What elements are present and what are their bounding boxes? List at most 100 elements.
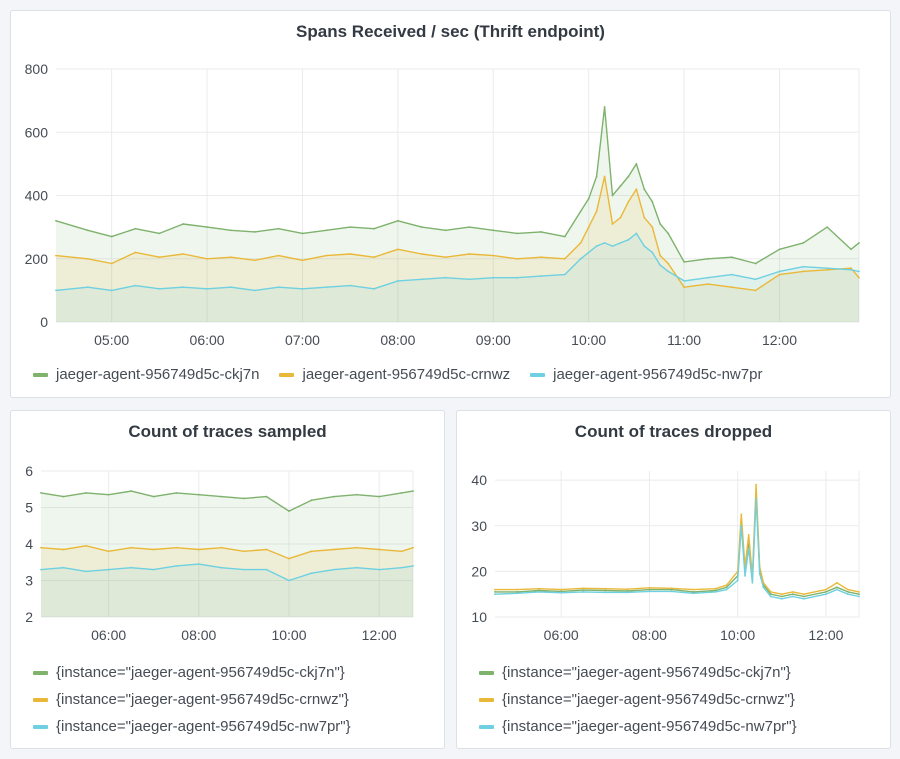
- data-point: [619, 242, 622, 244]
- data-point: [627, 200, 630, 203]
- data-point: [619, 185, 622, 187]
- legend-label: jaeger-agent-956749d5c-crnwz: [302, 366, 511, 383]
- data-point: [791, 595, 794, 598]
- data-point: [563, 273, 566, 276]
- data-point: [667, 262, 670, 265]
- data-point: [730, 273, 733, 276]
- data-point: [243, 568, 245, 571]
- data-point: [858, 242, 860, 244]
- data-point: [85, 570, 87, 573]
- legend-swatch: [33, 670, 48, 675]
- legend-item-nw7pr[interactable]: jaeger-agent-956749d5c-nw7pr: [530, 366, 762, 383]
- data-point: [516, 591, 518, 593]
- data-point: [603, 106, 606, 108]
- data-point: [626, 591, 629, 594]
- data-point: [355, 566, 358, 569]
- series-area: [41, 545, 413, 617]
- data-point: [603, 175, 606, 178]
- data-point: [325, 286, 328, 289]
- data-point: [206, 287, 209, 290]
- data-point: [40, 546, 42, 549]
- data-point: [540, 231, 542, 233]
- data-point: [107, 493, 110, 496]
- data-point: [560, 590, 563, 593]
- data-point: [643, 188, 646, 191]
- data-point: [754, 289, 757, 292]
- data-point: [333, 568, 335, 571]
- legend: {instance="jaeger-agent-956749d5c-ckj7n"…: [33, 659, 351, 740]
- series-line: [40, 563, 414, 582]
- data-point: [778, 270, 781, 273]
- data-point: [400, 492, 403, 494]
- legend-item-crnwz[interactable]: {instance="jaeger-agent-956749d5c-crnwz"…: [33, 686, 351, 713]
- data-point: [230, 256, 232, 259]
- legend-item-nw7pr[interactable]: {instance="jaeger-agent-956749d5c-nw7pr"…: [479, 713, 797, 740]
- data-point: [182, 223, 185, 225]
- data-point: [158, 287, 161, 290]
- series-line: [40, 545, 414, 560]
- data-point: [858, 595, 860, 598]
- data-point: [579, 257, 582, 260]
- data-point: [667, 232, 670, 235]
- data-point: [740, 513, 743, 516]
- data-point: [648, 588, 651, 591]
- data-point: [130, 490, 133, 492]
- data-point: [582, 589, 585, 591]
- spans-received-panel: Spans Received / sec (Thrift endpoint) 0…: [10, 10, 891, 398]
- legend-item-ckj7n[interactable]: jaeger-agent-956749d5c-ckj7n: [33, 366, 259, 383]
- data-point: [494, 591, 496, 593]
- data-point: [659, 254, 662, 257]
- legend-item-crnwz[interactable]: jaeger-agent-956749d5c-crnwz: [279, 366, 510, 383]
- data-point: [836, 581, 838, 584]
- data-point: [836, 588, 838, 591]
- legend-label: {instance="jaeger-agent-956749d5c-ckj7n"…: [502, 664, 791, 681]
- data-point: [378, 495, 381, 498]
- data-point: [420, 226, 423, 229]
- y-tick-label: 0: [40, 314, 48, 330]
- data-point: [595, 175, 598, 178]
- y-tick-label: 800: [25, 61, 49, 77]
- data-point: [325, 254, 328, 257]
- data-point: [595, 210, 598, 213]
- y-tick-label: 10: [471, 609, 487, 625]
- legend-item-nw7pr[interactable]: {instance="jaeger-agent-956749d5c-nw7pr"…: [33, 713, 351, 740]
- x-tick-label: 08:00: [380, 332, 415, 348]
- data-point: [858, 591, 860, 593]
- data-point: [516, 276, 518, 279]
- data-point: [825, 593, 827, 596]
- data-point: [412, 565, 414, 567]
- data-point: [494, 588, 496, 591]
- data-point: [277, 254, 280, 257]
- data-point: [310, 572, 313, 575]
- x-tick-label: 09:00: [476, 332, 511, 348]
- data-point: [333, 495, 335, 498]
- data-point: [780, 595, 783, 598]
- y-tick-label: 4: [25, 536, 33, 552]
- data-point: [206, 257, 209, 260]
- legend-item-ckj7n[interactable]: {instance="jaeger-agent-956749d5c-ckj7n"…: [479, 659, 797, 686]
- data-point: [182, 253, 185, 255]
- data-point: [563, 235, 566, 238]
- data-point: [152, 568, 155, 571]
- data-point: [643, 245, 646, 248]
- data-point: [107, 550, 110, 553]
- data-point: [648, 586, 651, 589]
- legend: jaeger-agent-956749d5c-ckj7n jaeger-agen…: [33, 366, 762, 383]
- data-point: [604, 591, 607, 594]
- y-tick-label: 6: [25, 463, 33, 479]
- series-area: [56, 176, 859, 322]
- data-point: [230, 286, 232, 289]
- y-tick-label: 20: [471, 563, 487, 579]
- data-point: [420, 253, 423, 255]
- data-point: [62, 495, 65, 498]
- data-point: [780, 593, 783, 596]
- data-point: [243, 497, 245, 500]
- legend-item-crnwz[interactable]: {instance="jaeger-agent-956749d5c-crnwz"…: [479, 686, 797, 713]
- data-point: [494, 593, 496, 596]
- data-point: [587, 197, 590, 200]
- data-point: [182, 286, 185, 289]
- data-point: [310, 550, 313, 553]
- data-point: [220, 495, 223, 498]
- data-point: [802, 597, 805, 600]
- legend-item-ckj7n[interactable]: {instance="jaeger-agent-956749d5c-ckj7n"…: [33, 659, 351, 686]
